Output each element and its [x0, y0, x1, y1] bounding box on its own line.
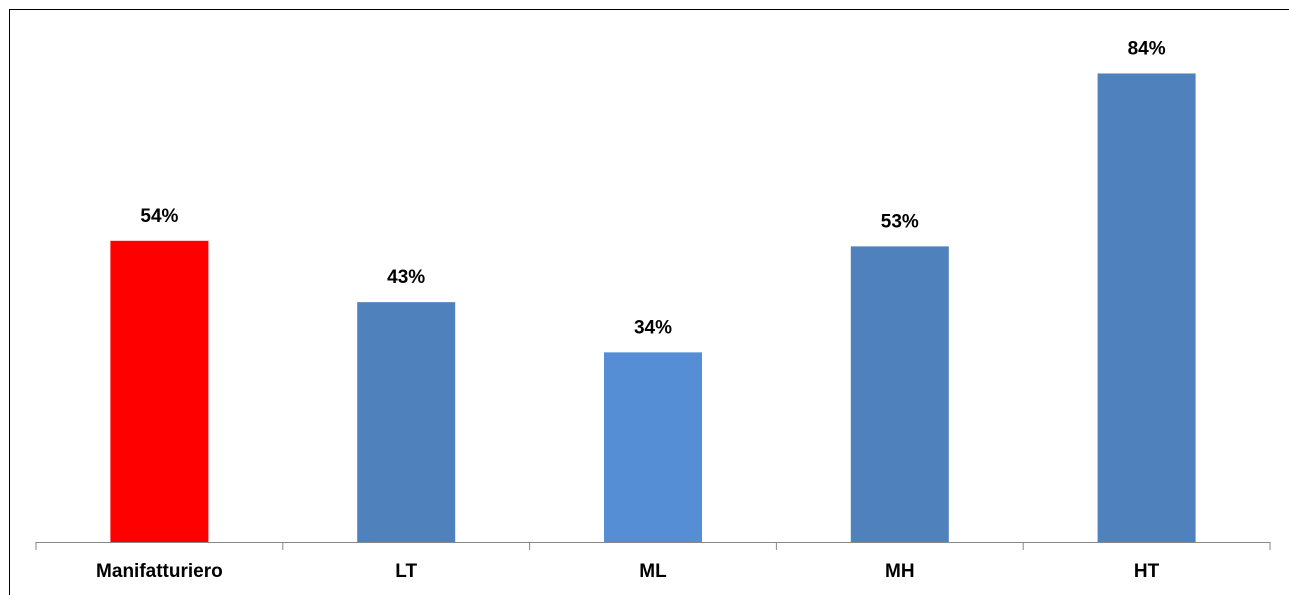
data-label: 34%	[634, 317, 672, 338]
bar	[110, 240, 209, 543]
x-tick-label: Manifatturiero	[96, 561, 223, 582]
data-label: 53%	[881, 211, 919, 232]
data-label: 54%	[140, 206, 178, 227]
x-tick-label: HT	[1134, 561, 1160, 582]
bar	[1097, 73, 1196, 542]
x-tick-label: ML	[639, 561, 667, 582]
bar	[357, 302, 456, 542]
data-label: 84%	[1128, 38, 1166, 59]
chart-frame	[9, 9, 1289, 595]
bar	[850, 246, 949, 542]
data-label: 43%	[387, 267, 425, 288]
x-tick-label: LT	[395, 561, 417, 582]
bar	[604, 352, 702, 542]
x-tick-label: MH	[885, 561, 915, 582]
